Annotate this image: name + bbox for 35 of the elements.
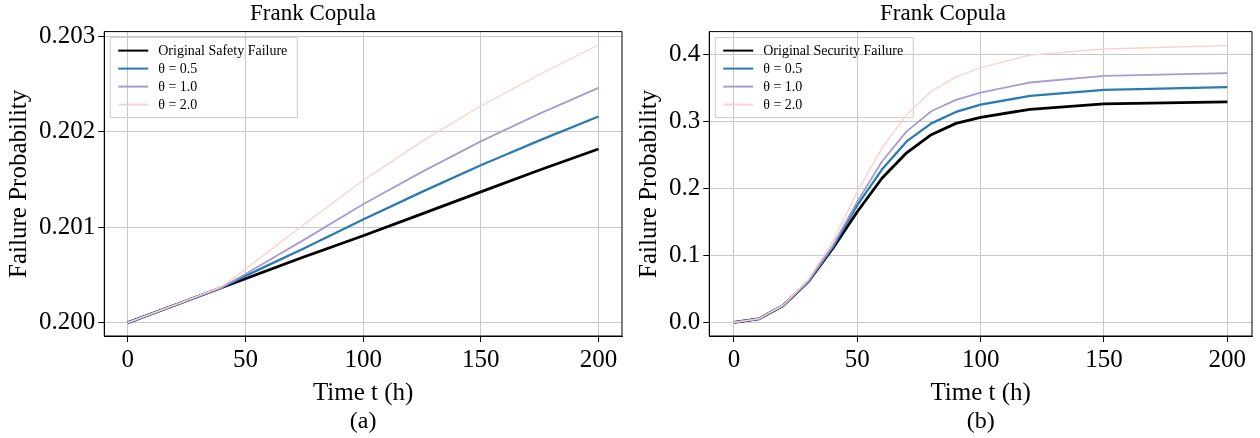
chart-title: Frank Copula — [250, 0, 376, 25]
y-axis-title: Failure Probability — [633, 89, 661, 278]
y-tick-label: 0.4 — [669, 38, 701, 66]
y-axis-title: Failure Probability — [3, 89, 31, 278]
x-tick-label: 0 — [121, 344, 135, 372]
x-tick-label: 50 — [844, 344, 870, 372]
x-tick-label: 200 — [579, 344, 618, 372]
legend-label: Original Safety Failure — [158, 43, 288, 59]
text: (b) — [966, 407, 995, 434]
x-tick-label: 200 — [1208, 344, 1247, 372]
y-tick-label: 0.200 — [39, 307, 96, 335]
x-tick-label: 100 — [961, 344, 1000, 372]
legend-label: θ = 1.0 — [158, 79, 198, 95]
x-tick-label: 150 — [462, 344, 500, 372]
x-tick-label: 50 — [232, 344, 258, 372]
legend-label: θ = 2.0 — [763, 97, 803, 113]
y-tick-label: 0.1 — [669, 239, 701, 267]
x-axis-title: Time t (h) — [312, 377, 414, 406]
x-tick-label: 150 — [1085, 344, 1123, 372]
x-axis-title: Time t (h) — [930, 377, 1031, 406]
legend-label: Original Security Failure — [763, 43, 904, 59]
legend-label: θ = 1.0 — [763, 79, 803, 95]
y-tick-label: 0.0 — [669, 306, 701, 334]
legend-label: θ = 0.5 — [763, 61, 803, 77]
chart-title: Frank Copula — [880, 0, 1006, 25]
y-tick-label: 0.202 — [39, 116, 96, 144]
x-tick-label: 0 — [727, 344, 741, 372]
x-tick-label: 100 — [344, 344, 382, 372]
legend-label: θ = 0.5 — [158, 61, 198, 77]
y-tick-label: 0.203 — [39, 20, 96, 48]
y-tick-label: 0.2 — [669, 172, 701, 200]
y-tick-label: 0.3 — [669, 105, 701, 133]
legend-label: θ = 2.0 — [158, 97, 198, 113]
y-tick-label: 0.201 — [39, 211, 96, 239]
text: (a) — [349, 407, 377, 434]
